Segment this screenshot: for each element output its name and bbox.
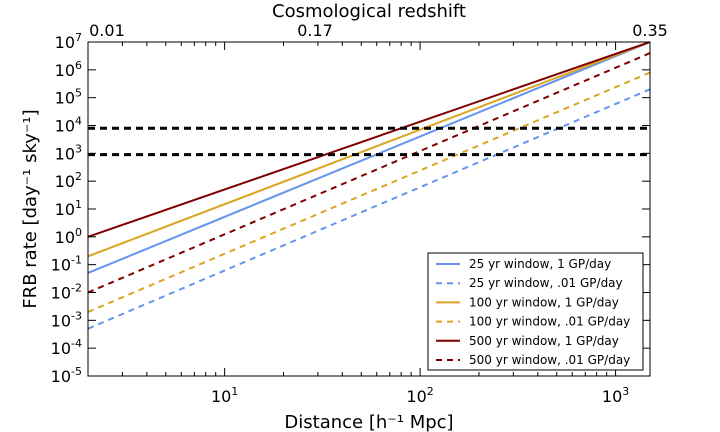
x-tick-label: 101 [211,385,238,406]
legend-label: 25 yr window, 1 GP/day [469,257,611,271]
series-line-3 [88,42,650,258]
y-tick-label: 10-4 [51,337,82,358]
x-tick-label: 102 [406,385,433,406]
legend-label: 100 yr window, .01 GP/day [469,315,630,329]
legend-label: 500 yr window, 1 GP/day [469,334,619,348]
top-axis-ticks: 0.01 0.17 0.35 [89,21,668,40]
top-axis-title: Cosmological redshift [272,1,466,22]
series-line-5 [88,42,650,238]
legend: 25 yr window, 1 GP/day 25 yr window, .01 … [427,252,644,371]
x-axis-title: Distance [h⁻¹ Mpc] [284,412,453,432]
y-tick-label: 107 [55,31,82,52]
y-tick-label: 10-2 [51,282,82,303]
y-tick-label: 100 [55,226,82,247]
y-tick-label: 10-1 [51,254,82,275]
top-tick-label: 0.17 [297,21,333,40]
y-tick-label: 104 [55,115,82,136]
legend-label: 100 yr window, 1 GP/day [469,295,619,309]
threshold-lines [88,126,650,157]
y-tick-label: 101 [55,198,82,219]
y-tick-label: 106 [55,59,82,80]
y-axis-ticks: 10-5 10-4 10-3 10-2 10-1 100 101 102 103 104 105 10… [51,31,650,386]
series-line-1 [88,42,650,274]
series-line-4 [88,71,650,313]
y-tick-label: 10-5 [51,365,82,386]
y-axis-title: FRB rate [day⁻¹ sky⁻¹] [20,109,41,308]
top-tick-label: 0.01 [89,21,125,40]
y-tick-label: 105 [55,87,82,108]
legend-label: 25 yr window, .01 GP/day [469,276,623,290]
y-tick-label: 102 [55,170,82,191]
legend-label: 500 yr window, .01 GP/day [469,353,630,367]
legend-box [427,252,644,371]
y-tick-label: 10-3 [51,309,82,330]
series-line-6 [88,52,650,294]
x-axis-ticks: 101 102 103 [87,42,629,406]
x-tick-label: 103 [602,385,629,406]
y-tick-label: 103 [55,142,82,163]
top-tick-label: 0.35 [632,21,668,40]
